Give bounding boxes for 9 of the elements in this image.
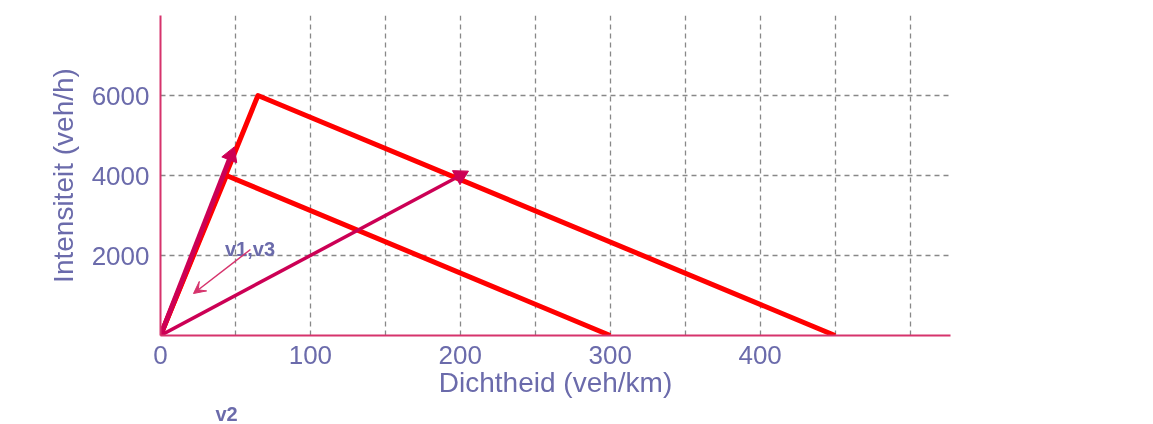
x-tick-label: 100 <box>288 339 333 370</box>
y-tick-label: 6000 <box>91 80 150 111</box>
text: v2 <box>215 402 238 424</box>
x-tick-label: 0 <box>153 339 168 370</box>
y-tick-label: 4000 <box>91 160 150 191</box>
annotation: v1,v3 <box>224 237 276 260</box>
y-axis-title: Intensiteit (veh/h) <box>47 68 79 283</box>
y-tick-label: 2000 <box>91 240 150 271</box>
x-tick-label: 400 <box>738 339 782 370</box>
